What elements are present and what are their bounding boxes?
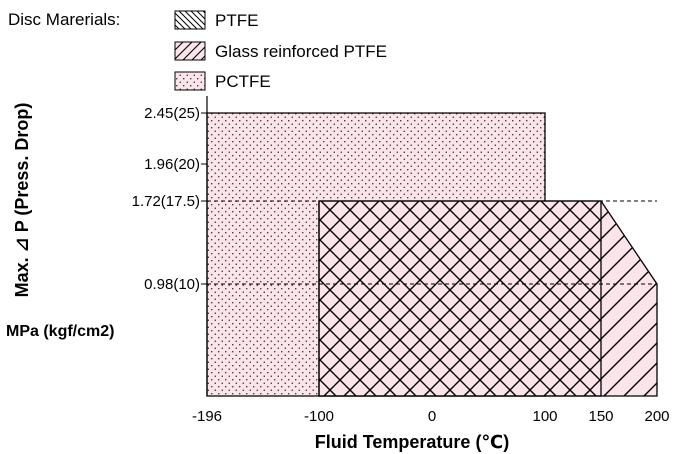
y-axis-title: Max. ⊿ P (Press. Drop): [12, 103, 32, 298]
x-tick-label: 200: [644, 408, 669, 425]
reference-lines: [207, 200, 657, 285]
legend-label-ptfe: PTFE: [215, 11, 258, 30]
legend-title: Disc Marerials:: [8, 10, 120, 29]
legend-label-pctfe: PCTFE: [215, 72, 271, 91]
y-axis: [201, 96, 208, 396]
y-tick-label: 0.98(10): [144, 276, 200, 293]
x-tick-label: -196: [192, 408, 222, 425]
region-ptfe: [318, 200, 602, 397]
y-tick-labels: 2.45(25) 1.96(20) 1.72(17.5) 0.98(10): [132, 105, 200, 293]
y-tick-label: 2.45(25): [144, 105, 200, 122]
y-tick-label: 1.96(20): [144, 156, 200, 173]
x-tick-labels: -196 -100 0 100 150 200: [192, 408, 670, 425]
x-tick-label: -100: [304, 408, 334, 425]
x-tick-label: 100: [532, 408, 557, 425]
legend-swatch-glass-ptfe: [174, 41, 206, 61]
regions-layer: [206, 112, 658, 397]
x-tick-label: 0: [428, 408, 436, 425]
y-tick-label: 1.72(17.5): [132, 193, 200, 210]
legend-swatch-pctfe: [174, 71, 206, 91]
y-axis-unit: MPa (kgf/cm2): [6, 323, 114, 340]
legend-swatch-ptfe: [174, 10, 206, 30]
legend-label-glass-ptfe: Glass reinforced PTFE: [215, 42, 387, 61]
legend: Disc Marerials: PTFE Glass reinforced PT…: [8, 10, 387, 91]
x-tick-label: 150: [588, 408, 613, 425]
x-axis-title: Fluid Temperature (℃): [315, 432, 509, 452]
